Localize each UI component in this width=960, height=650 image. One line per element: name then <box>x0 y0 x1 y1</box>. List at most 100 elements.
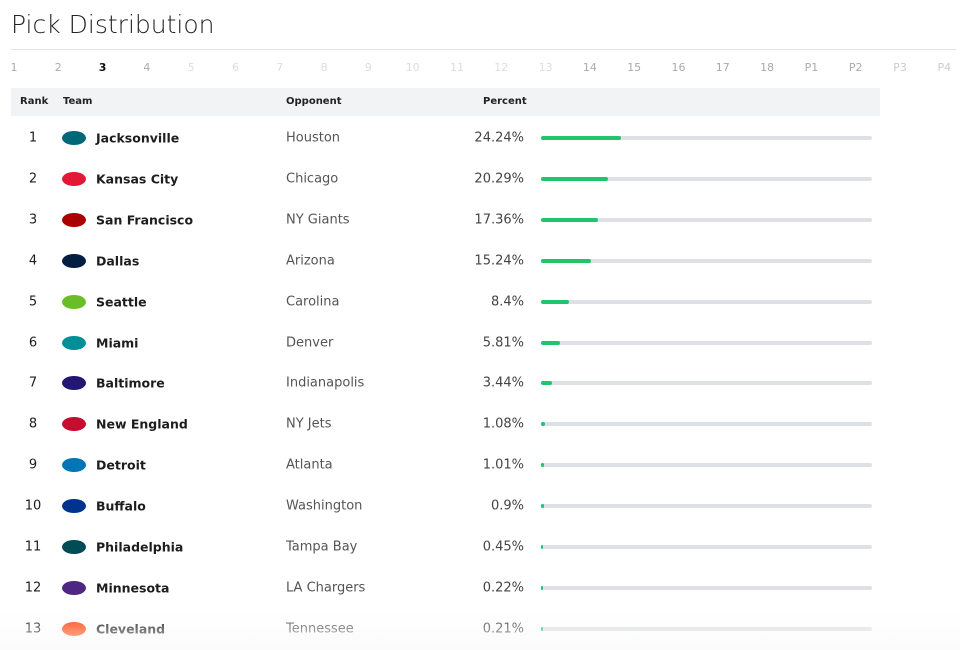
column-header: Percent <box>483 96 527 107</box>
bar <box>541 299 569 304</box>
bar-track <box>541 258 872 263</box>
week-tab[interactable]: 8 <box>320 61 328 74</box>
percent: 0.22% <box>482 580 524 596</box>
week-tab[interactable]: 15 <box>627 61 642 74</box>
bar-track <box>541 463 872 468</box>
week-tab[interactable]: P1 <box>804 61 819 74</box>
opponent: Arizona <box>286 253 335 269</box>
team-logo <box>62 253 86 268</box>
opponent: NY Jets <box>286 416 332 432</box>
week-tab[interactable]: 11 <box>450 61 464 74</box>
column-header: Opponent <box>286 96 342 107</box>
bar <box>541 136 622 140</box>
week-tab[interactable]: 6 <box>232 61 239 74</box>
divider <box>11 49 956 50</box>
bottom-fade <box>0 610 960 650</box>
bar <box>541 381 553 386</box>
week-tab[interactable]: 17 <box>715 61 730 74</box>
week-tab[interactable]: 16 <box>671 61 686 74</box>
rank: 12 <box>24 580 42 596</box>
opponent: Tampa Bay <box>286 539 358 555</box>
team-name[interactable]: San Francisco <box>96 212 194 228</box>
week-tab[interactable]: 12 <box>494 61 509 74</box>
rank: 1 <box>28 130 38 146</box>
bar <box>541 176 609 181</box>
week-tab[interactable]: 4 <box>143 61 151 74</box>
bar <box>541 545 543 549</box>
opponent: NY Giants <box>286 212 350 228</box>
bar <box>541 217 599 222</box>
week-tab[interactable]: 7 <box>276 61 284 74</box>
team-name[interactable]: Detroit <box>96 457 146 473</box>
bar-track <box>541 176 872 181</box>
team-logo <box>62 212 86 227</box>
team-name[interactable]: Kansas City <box>96 171 179 187</box>
team-logo <box>62 580 86 595</box>
bar-track <box>541 136 872 140</box>
bar-track <box>541 422 872 427</box>
week-tab[interactable]: P2 <box>848 61 863 74</box>
rank: 3 <box>28 212 38 228</box>
percent: 0.45% <box>482 539 524 555</box>
percent: 17.36% <box>474 212 524 228</box>
week-tab[interactable]: 9 <box>364 61 372 74</box>
week-tab[interactable]: P3 <box>893 61 907 74</box>
team-name[interactable]: Buffalo <box>96 498 146 514</box>
rank: 6 <box>28 335 38 350</box>
table-header <box>11 88 880 116</box>
bar-track <box>541 340 872 345</box>
rank: 5 <box>28 294 38 310</box>
team-name[interactable]: Miami <box>96 335 139 350</box>
week-tab[interactable]: 1 <box>10 61 18 74</box>
team-name[interactable]: Baltimore <box>96 375 165 391</box>
bar <box>541 463 545 468</box>
team-logo <box>62 417 86 432</box>
opponent: LA Chargers <box>286 580 366 596</box>
team-name[interactable]: Philadelphia <box>96 539 184 555</box>
opponent: Carolina <box>286 294 340 310</box>
rank: 8 <box>28 416 38 432</box>
team-name[interactable]: Dallas <box>96 253 140 269</box>
opponent: Washington <box>286 498 363 514</box>
week-tab[interactable]: 3 <box>98 61 107 74</box>
team-name[interactable]: Minnesota <box>96 580 170 596</box>
team-logo <box>62 294 86 309</box>
team-logo <box>62 376 86 391</box>
bar-track <box>541 381 872 386</box>
team-name[interactable]: Seattle <box>96 294 147 310</box>
page-title: Pick Distribution <box>11 10 215 39</box>
team-logo <box>62 171 86 186</box>
bar <box>541 504 544 509</box>
bar-track <box>541 299 872 304</box>
rank: 10 <box>24 498 42 514</box>
bar-track <box>541 504 872 509</box>
bar-track <box>541 545 872 549</box>
bar <box>541 585 543 590</box>
team-name[interactable]: Jacksonville <box>96 130 180 146</box>
week-tab[interactable]: 13 <box>538 61 553 74</box>
opponent: Atlanta <box>286 457 333 473</box>
week-tab[interactable]: 5 <box>187 61 195 74</box>
week-tab[interactable]: 10 <box>405 61 420 74</box>
percent: 0.9% <box>490 498 524 514</box>
team-logo <box>62 335 86 350</box>
rank: 9 <box>28 457 38 473</box>
week-tab[interactable]: 18 <box>760 61 775 74</box>
team-name[interactable]: New England <box>96 416 188 432</box>
percent: 1.01% <box>482 457 524 473</box>
week-tab[interactable]: P4 <box>937 61 952 74</box>
team-logo <box>62 499 86 514</box>
percent: 15.24% <box>474 253 524 269</box>
week-tab[interactable]: 2 <box>54 61 62 74</box>
team-logo <box>62 458 86 473</box>
week-tab[interactable]: 14 <box>582 61 597 74</box>
team-logo <box>62 540 86 554</box>
percent: 8.4% <box>490 294 524 310</box>
bar-track <box>541 585 872 590</box>
opponent: Chicago <box>286 171 339 187</box>
team-logo <box>62 131 86 145</box>
percent: 1.08% <box>482 416 524 432</box>
percent: 5.81% <box>482 335 524 350</box>
opponent: Houston <box>286 130 341 146</box>
